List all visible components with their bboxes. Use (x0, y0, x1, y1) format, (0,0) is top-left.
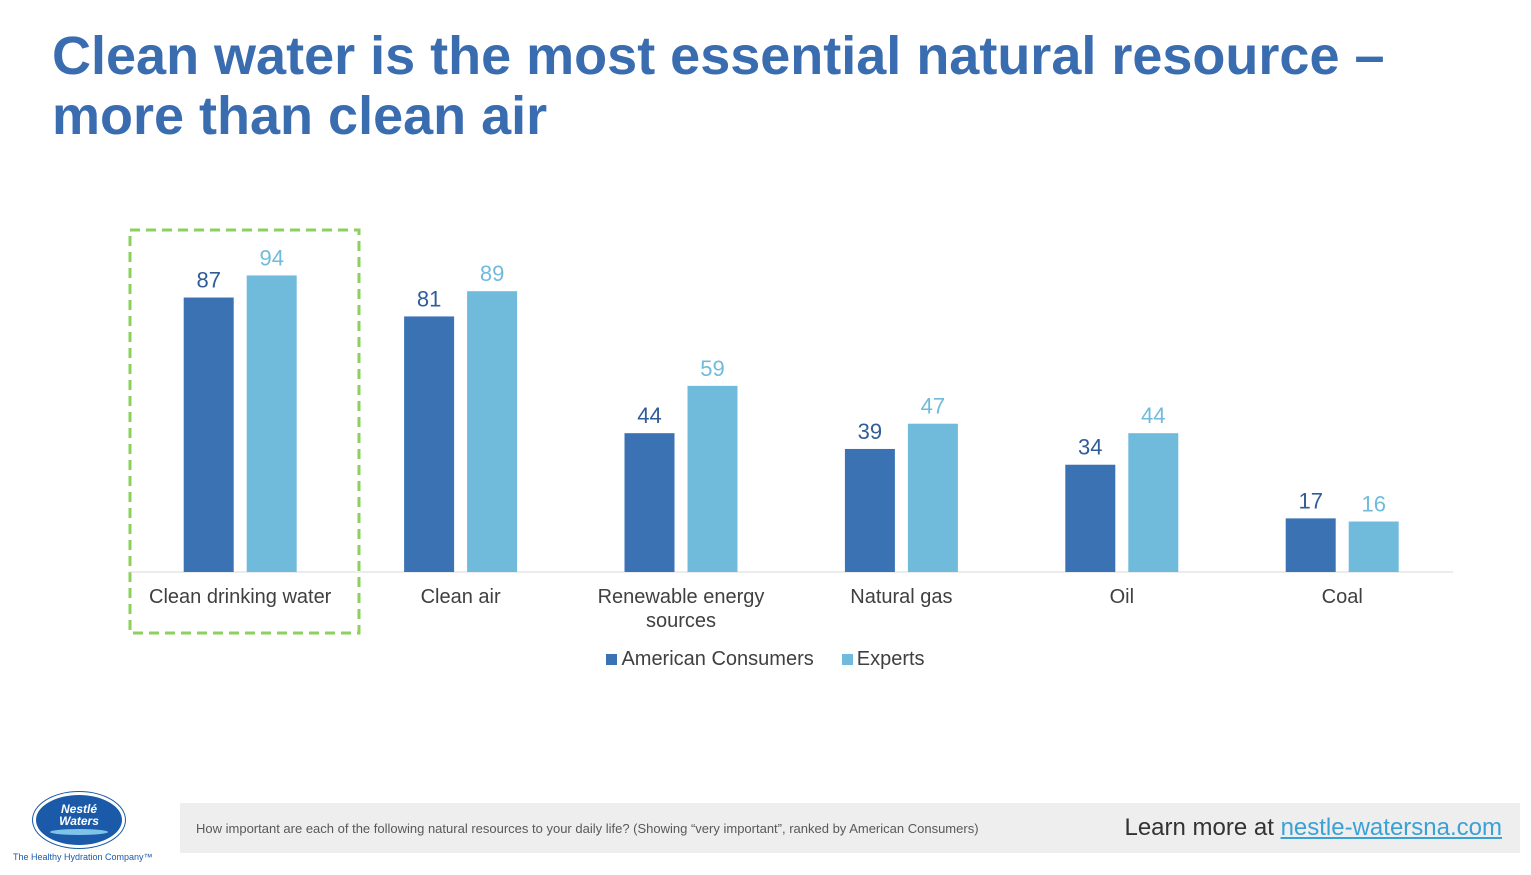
category-label-1: Clean air (421, 586, 501, 608)
legend-swatch-consumers (606, 653, 618, 665)
data-label-experts-0: 94 (259, 245, 283, 270)
category-label-2-line2: sources (646, 610, 716, 632)
chart-legend: American Consumers Experts (0, 645, 1531, 673)
bar-experts-0 (246, 275, 297, 572)
category-label-3: Natural gas (850, 586, 952, 608)
category-label-0: Clean drinking water (149, 586, 332, 608)
bar-consumers-5 (1285, 518, 1336, 572)
data-label-consumers-1: 81 (417, 286, 441, 311)
bar-consumers-1 (404, 316, 455, 572)
legend-item-consumers: American Consumers (606, 647, 814, 671)
data-label-experts-3: 47 (921, 394, 945, 419)
category-label-2-line1: Renewable energy (598, 586, 765, 608)
logo-text-line2: Waters (59, 814, 99, 828)
logo-text-line1: Nestlé (60, 802, 98, 816)
logo-text: Nestlé Waters (36, 803, 122, 827)
legend-swatch-experts (841, 653, 853, 665)
bar-experts-2 (687, 385, 738, 572)
bar-consumers-3 (844, 448, 895, 572)
title-line-1: Clean water is the most essential natura… (52, 26, 1385, 86)
learn-more: Learn more at nestle-watersna.com (1124, 814, 1502, 842)
data-label-consumers-2: 44 (637, 403, 661, 428)
data-label-experts-4: 44 (1141, 403, 1165, 428)
title-line-2: more than clean air (52, 86, 548, 146)
bar-chart: 87 94 Clean drinking water 81 89 Clean air 44 5… (128, 228, 1453, 635)
learn-more-prefix: Learn more at (1124, 814, 1281, 841)
bar-consumers-0 (183, 297, 234, 572)
page-title: Clean water is the most essential natura… (52, 26, 1492, 146)
data-label-experts-2: 59 (700, 356, 724, 381)
bar-experts-1 (467, 291, 518, 572)
data-label-experts-5: 16 (1361, 492, 1385, 517)
bar-experts-3 (907, 423, 958, 572)
logo-tagline: The Healthy Hydration Company™ (13, 852, 153, 862)
data-label-consumers-3: 39 (858, 419, 882, 444)
logo-wave (50, 829, 108, 835)
logo-oval: Nestlé Waters (36, 795, 122, 845)
bar-consumers-4 (1065, 464, 1116, 572)
legend-item-experts: Experts (841, 647, 925, 671)
data-label-consumers-5: 17 (1298, 488, 1322, 513)
survey-question-note: How important are each of the following … (196, 821, 979, 836)
bar-experts-4 (1128, 433, 1179, 572)
data-label-consumers-4: 34 (1078, 435, 1102, 460)
website-link[interactable]: nestle-watersna.com (1280, 814, 1502, 841)
category-label-5: Coal (1322, 586, 1363, 608)
legend-label-experts: Experts (856, 647, 925, 670)
legend-label-consumers: American Consumers (621, 647, 814, 670)
bar-experts-5 (1348, 521, 1399, 572)
footer-bar: How important are each of the following … (180, 803, 1520, 853)
highlight-box (128, 228, 361, 635)
bar-consumers-2 (624, 433, 675, 572)
category-label-4: Oil (1110, 586, 1134, 608)
nestle-waters-logo: Nestlé Waters The Healthy Hydration Comp… (10, 793, 153, 865)
data-label-experts-1: 89 (480, 261, 504, 286)
data-label-consumers-0: 87 (196, 268, 220, 293)
